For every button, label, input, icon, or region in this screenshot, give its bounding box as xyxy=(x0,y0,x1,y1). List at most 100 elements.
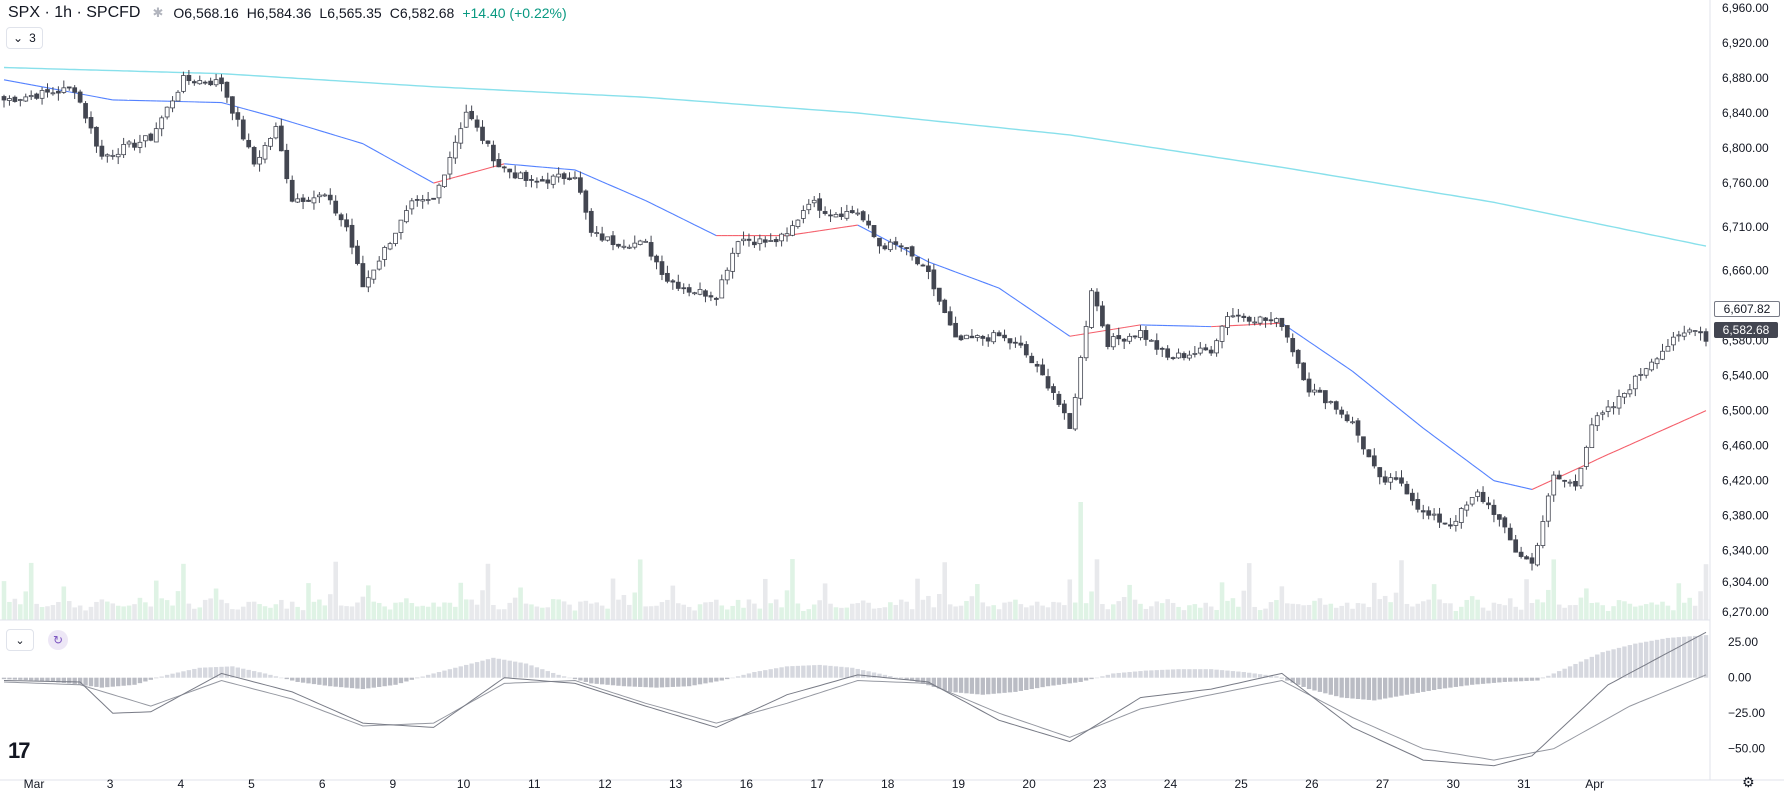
macd-histogram-bar xyxy=(1529,677,1535,681)
ema-fast-segment xyxy=(1075,333,1081,336)
macd-histogram-bar xyxy=(181,671,186,678)
candle-body xyxy=(844,211,850,219)
volume-bar xyxy=(1589,602,1595,620)
ema-fast-segment xyxy=(688,221,695,226)
candle xyxy=(1671,332,1676,351)
candle-body xyxy=(23,96,29,102)
volume-bar xyxy=(442,602,447,620)
volume-bar xyxy=(632,592,638,620)
volume-bar xyxy=(1236,606,1241,620)
candle xyxy=(599,226,605,243)
candle xyxy=(56,86,61,101)
time-tick-label: 16 xyxy=(740,777,754,791)
tradingview-logo-icon[interactable]: 17 xyxy=(8,738,31,763)
ema-fast-segment xyxy=(52,88,59,91)
volume-bar xyxy=(768,603,773,620)
ema-fast-segment xyxy=(1504,482,1511,485)
candle xyxy=(121,137,126,158)
candle xyxy=(1301,362,1306,381)
candle-body xyxy=(1323,390,1328,404)
candle-body xyxy=(425,199,431,201)
ema-fast-segment xyxy=(895,244,902,249)
candle-body xyxy=(1518,551,1524,557)
ema-fast-segment xyxy=(9,80,15,83)
volume-bar xyxy=(888,602,893,620)
refresh-icon[interactable]: ↻ xyxy=(48,630,68,650)
time-tick-label: 18 xyxy=(881,777,895,791)
candle xyxy=(1573,474,1578,491)
axis-settings-icon[interactable]: ⚙ xyxy=(1742,774,1755,790)
volume-bar xyxy=(627,604,632,620)
macd-histogram-bar xyxy=(1546,675,1551,678)
candle-body xyxy=(1497,514,1502,520)
candle-body xyxy=(61,87,67,93)
candle-body xyxy=(99,145,105,157)
candle xyxy=(1290,333,1296,357)
candle xyxy=(61,80,67,94)
volume-bar xyxy=(289,601,295,620)
candle-body xyxy=(1660,350,1665,360)
ema-fast-segment xyxy=(47,87,54,90)
candle xyxy=(626,244,632,250)
price-tick-label: 6,760.00 xyxy=(1722,176,1769,190)
volume-bar xyxy=(485,563,491,620)
volume-bar xyxy=(947,604,953,620)
macd-histogram-bar xyxy=(349,677,355,689)
candle xyxy=(844,204,850,221)
symbol-title[interactable]: SPX · 1h · SPCFD xyxy=(8,4,141,21)
macd-histogram-bar xyxy=(703,677,708,684)
macd-histogram-bar xyxy=(1306,677,1312,690)
candle-body xyxy=(77,91,83,103)
candle-body xyxy=(1023,344,1029,356)
ema-fast-segment xyxy=(253,110,260,114)
volume-bar xyxy=(550,599,556,620)
volume-bar xyxy=(665,599,670,620)
candle xyxy=(1279,317,1285,331)
candle-body xyxy=(909,246,915,257)
candle xyxy=(1002,329,1007,342)
ema-fast-segment xyxy=(922,258,929,263)
macd-histogram-bar xyxy=(1464,677,1469,686)
candle-body xyxy=(1415,499,1421,510)
candle-body xyxy=(882,245,888,250)
candle xyxy=(964,334,969,340)
candle-body xyxy=(1366,449,1372,458)
candle-body xyxy=(110,154,116,157)
volume-bar xyxy=(621,594,627,620)
low-value: 6,565.35 xyxy=(327,5,382,21)
volume-bar xyxy=(1225,600,1230,620)
volume-bar xyxy=(985,606,991,620)
volume-bar xyxy=(28,562,34,620)
macd-histogram-bar xyxy=(915,677,920,682)
macd-histogram-bar xyxy=(61,677,66,683)
candle-body xyxy=(1622,392,1627,398)
volume-bar xyxy=(594,602,599,620)
volume-bar xyxy=(1681,602,1687,620)
volume-bar xyxy=(480,590,485,620)
ema-fast-segment xyxy=(1335,359,1342,365)
candle xyxy=(1507,523,1513,541)
candle-body xyxy=(1562,479,1567,482)
candle xyxy=(936,287,942,306)
candle-body xyxy=(1339,409,1345,415)
candle-body xyxy=(942,299,948,314)
volume-bar xyxy=(561,601,567,620)
candles xyxy=(1,70,1709,571)
macd-pane-collapse-button[interactable]: ⌄ xyxy=(6,629,34,651)
macd-histogram-bar xyxy=(1198,669,1203,678)
indicators-toggle-button[interactable]: ⌄ 3 xyxy=(6,27,43,49)
volume-bar xyxy=(654,605,659,620)
macd-histogram-bar xyxy=(1339,677,1344,698)
candle-body xyxy=(251,147,257,165)
ema-fast-segment xyxy=(90,95,97,98)
time-tick-label: 27 xyxy=(1376,777,1390,791)
candle xyxy=(561,171,567,185)
candle xyxy=(1078,355,1084,406)
candle xyxy=(773,236,779,247)
low-label: L xyxy=(319,5,328,21)
candle xyxy=(50,87,56,96)
candle-body xyxy=(317,194,322,198)
macd-histogram-bar xyxy=(899,677,904,679)
candle-body xyxy=(1121,338,1127,342)
